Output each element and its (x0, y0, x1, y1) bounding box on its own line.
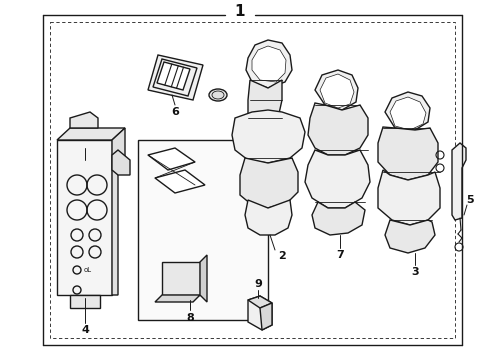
Polygon shape (70, 112, 98, 128)
Polygon shape (312, 202, 365, 235)
Polygon shape (390, 97, 426, 130)
Ellipse shape (212, 91, 224, 99)
Text: 7: 7 (336, 250, 344, 260)
Polygon shape (246, 40, 292, 88)
Polygon shape (148, 55, 203, 100)
Bar (50, 22, 455, 338)
Polygon shape (385, 92, 430, 130)
Text: 8: 8 (186, 313, 194, 323)
Polygon shape (157, 62, 190, 90)
Text: 5: 5 (466, 195, 474, 205)
Polygon shape (232, 110, 305, 163)
Polygon shape (70, 295, 100, 308)
Polygon shape (112, 150, 130, 175)
Polygon shape (57, 128, 125, 140)
Ellipse shape (209, 89, 227, 101)
Polygon shape (378, 127, 438, 180)
Polygon shape (57, 140, 112, 295)
Polygon shape (315, 70, 358, 110)
Polygon shape (308, 103, 368, 155)
Polygon shape (378, 170, 440, 225)
Polygon shape (248, 80, 282, 122)
Polygon shape (112, 128, 125, 295)
Text: 4: 4 (81, 325, 89, 335)
Text: 3: 3 (411, 267, 419, 277)
Polygon shape (305, 150, 370, 208)
Polygon shape (252, 46, 286, 82)
Text: 1: 1 (235, 4, 245, 18)
Text: 2: 2 (278, 251, 286, 261)
Text: oL: oL (84, 267, 92, 273)
Polygon shape (320, 74, 354, 108)
Polygon shape (385, 220, 435, 253)
Polygon shape (200, 255, 207, 302)
Text: 9: 9 (254, 279, 262, 289)
Polygon shape (148, 148, 195, 170)
Bar (138, 140, 268, 320)
Polygon shape (240, 158, 298, 208)
Polygon shape (248, 296, 272, 330)
Polygon shape (162, 262, 200, 295)
Polygon shape (153, 59, 197, 96)
Polygon shape (245, 200, 292, 235)
Polygon shape (260, 303, 272, 330)
Polygon shape (452, 143, 466, 220)
Text: 6: 6 (171, 107, 179, 117)
Polygon shape (155, 295, 200, 302)
Polygon shape (248, 296, 272, 308)
Polygon shape (155, 170, 205, 193)
